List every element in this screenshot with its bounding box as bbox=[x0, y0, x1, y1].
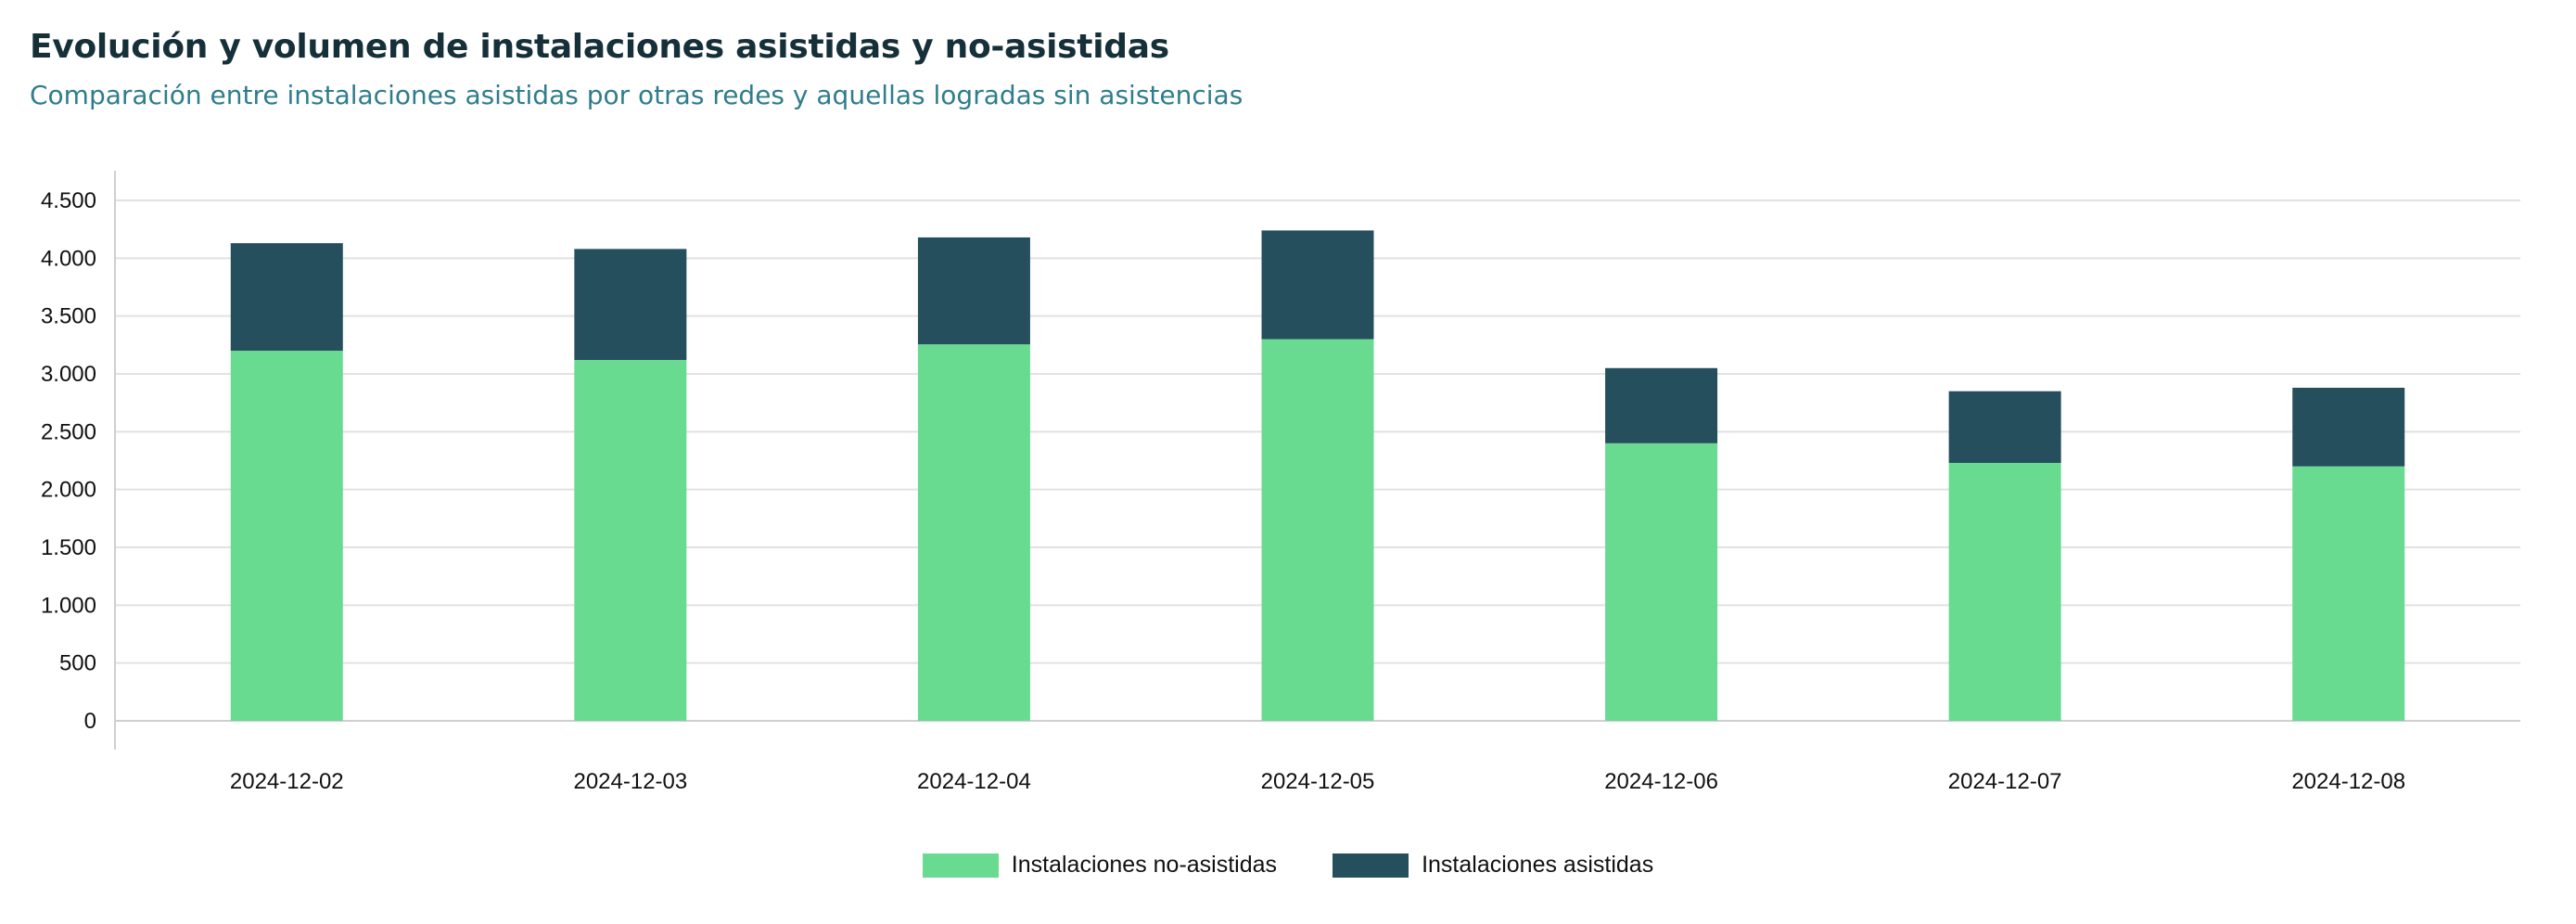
y-tick-label: 500 bbox=[59, 651, 96, 676]
y-tick-label: 3.500 bbox=[41, 304, 96, 329]
legend-label-asistidas: Instalaciones asistidas bbox=[1422, 852, 1654, 878]
y-tick-label: 2.500 bbox=[41, 419, 96, 444]
y-tick-label: 1.500 bbox=[41, 535, 96, 560]
y-tick-label: 1.000 bbox=[41, 593, 96, 618]
legend-swatch-no-asistidas bbox=[922, 853, 999, 878]
y-tick-label: 0 bbox=[84, 709, 96, 734]
bar-no-asistidas bbox=[1261, 339, 1374, 721]
bar-no-asistidas bbox=[1605, 443, 1718, 721]
y-tick-label: 3.000 bbox=[41, 362, 96, 387]
x-tick-label: 2024-12-08 bbox=[2291, 769, 2405, 794]
y-tick-label: 4.000 bbox=[41, 246, 96, 271]
x-tick-label: 2024-12-04 bbox=[917, 769, 1031, 794]
bar-no-asistidas bbox=[2292, 466, 2405, 721]
bar-asistidas bbox=[574, 249, 687, 361]
x-tick-label: 2024-12-07 bbox=[1948, 769, 2062, 794]
legend-item-no-asistidas[interactable]: Instalaciones no-asistidas bbox=[922, 852, 1278, 879]
bar-asistidas bbox=[1605, 367, 1718, 443]
legend-swatch-asistidas bbox=[1333, 853, 1409, 878]
chart-legend: Instalaciones no-asistidas Instalaciones… bbox=[0, 852, 2576, 879]
legend-item-asistidas[interactable]: Instalaciones asistidas bbox=[1333, 852, 1653, 879]
y-tick-label: 2.000 bbox=[41, 478, 96, 503]
x-tick-label: 2024-12-02 bbox=[230, 769, 344, 794]
x-tick-label: 2024-12-06 bbox=[1604, 769, 1718, 794]
y-tick-label: 4.500 bbox=[41, 188, 96, 213]
legend-label-no-asistidas: Instalaciones no-asistidas bbox=[1011, 852, 1278, 878]
x-tick-label: 2024-12-03 bbox=[573, 769, 687, 794]
chart-title: Evolución y volumen de instalaciones asi… bbox=[30, 28, 1169, 66]
bar-asistidas bbox=[2292, 387, 2405, 467]
bar-asistidas bbox=[917, 237, 1030, 345]
bar-asistidas bbox=[230, 243, 343, 352]
bar-no-asistidas bbox=[1948, 462, 2061, 721]
bar-asistidas bbox=[1261, 230, 1374, 340]
x-tick-label: 2024-12-05 bbox=[1261, 769, 1375, 794]
bar-no-asistidas bbox=[917, 344, 1030, 721]
bar-asistidas bbox=[1948, 391, 2061, 463]
bar-no-asistidas bbox=[230, 351, 343, 721]
bar-no-asistidas bbox=[574, 360, 687, 721]
chart-subtitle: Comparación entre instalaciones asistida… bbox=[30, 80, 1243, 110]
